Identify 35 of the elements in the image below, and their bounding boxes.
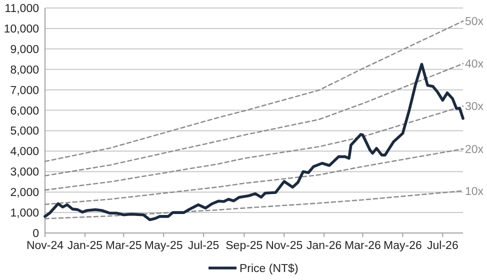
y-tick-label: 4,000	[10, 146, 39, 158]
y-tick-label: 0	[32, 228, 39, 240]
y-tick-label: 2,000	[10, 187, 39, 200]
y-tick-label: 5,000	[10, 126, 39, 138]
y-tick-label: 3,000	[10, 166, 39, 179]
y-tick-label: 1,000	[10, 208, 39, 220]
line-series	[44, 62, 464, 176]
series-label: 10x	[465, 186, 484, 198]
x-tick-label: Jan-26	[306, 240, 342, 252]
series-label: 50x	[465, 16, 484, 28]
line-series	[44, 106, 464, 191]
x-tick-label: Mar-26	[344, 240, 381, 252]
line-series	[44, 190, 464, 220]
series-label: 40x	[465, 58, 484, 71]
x-tick-label: Jan-25	[67, 240, 103, 252]
series-label: 30x	[465, 101, 484, 114]
x-tick-label: Jul-25	[188, 240, 220, 252]
x-tick-label: May-26	[384, 240, 422, 252]
y-tick-label: 9,000	[10, 44, 39, 56]
line-series	[44, 148, 464, 206]
y-tick-label: 11,000	[4, 3, 39, 15]
y-tick-label: 6,000	[10, 105, 39, 118]
legend-label: Price (NT$)	[240, 263, 298, 275]
y-tick-label: 10,000	[4, 23, 39, 36]
series-label: 20x	[465, 144, 484, 156]
x-tick-label: Jul-26	[427, 240, 458, 252]
line-series	[44, 20, 464, 162]
x-tick-label: Mar-25	[105, 240, 142, 252]
x-tick-label: Nov-25	[266, 240, 303, 252]
x-tick-label: May-25	[144, 240, 183, 252]
y-tick-label: 8,000	[10, 64, 39, 76]
y-tick-label: 7,000	[10, 84, 39, 97]
x-tick-label: Sep-25	[226, 240, 263, 252]
x-tick-label: Nov-24	[26, 240, 64, 252]
line-series	[44, 62, 464, 222]
